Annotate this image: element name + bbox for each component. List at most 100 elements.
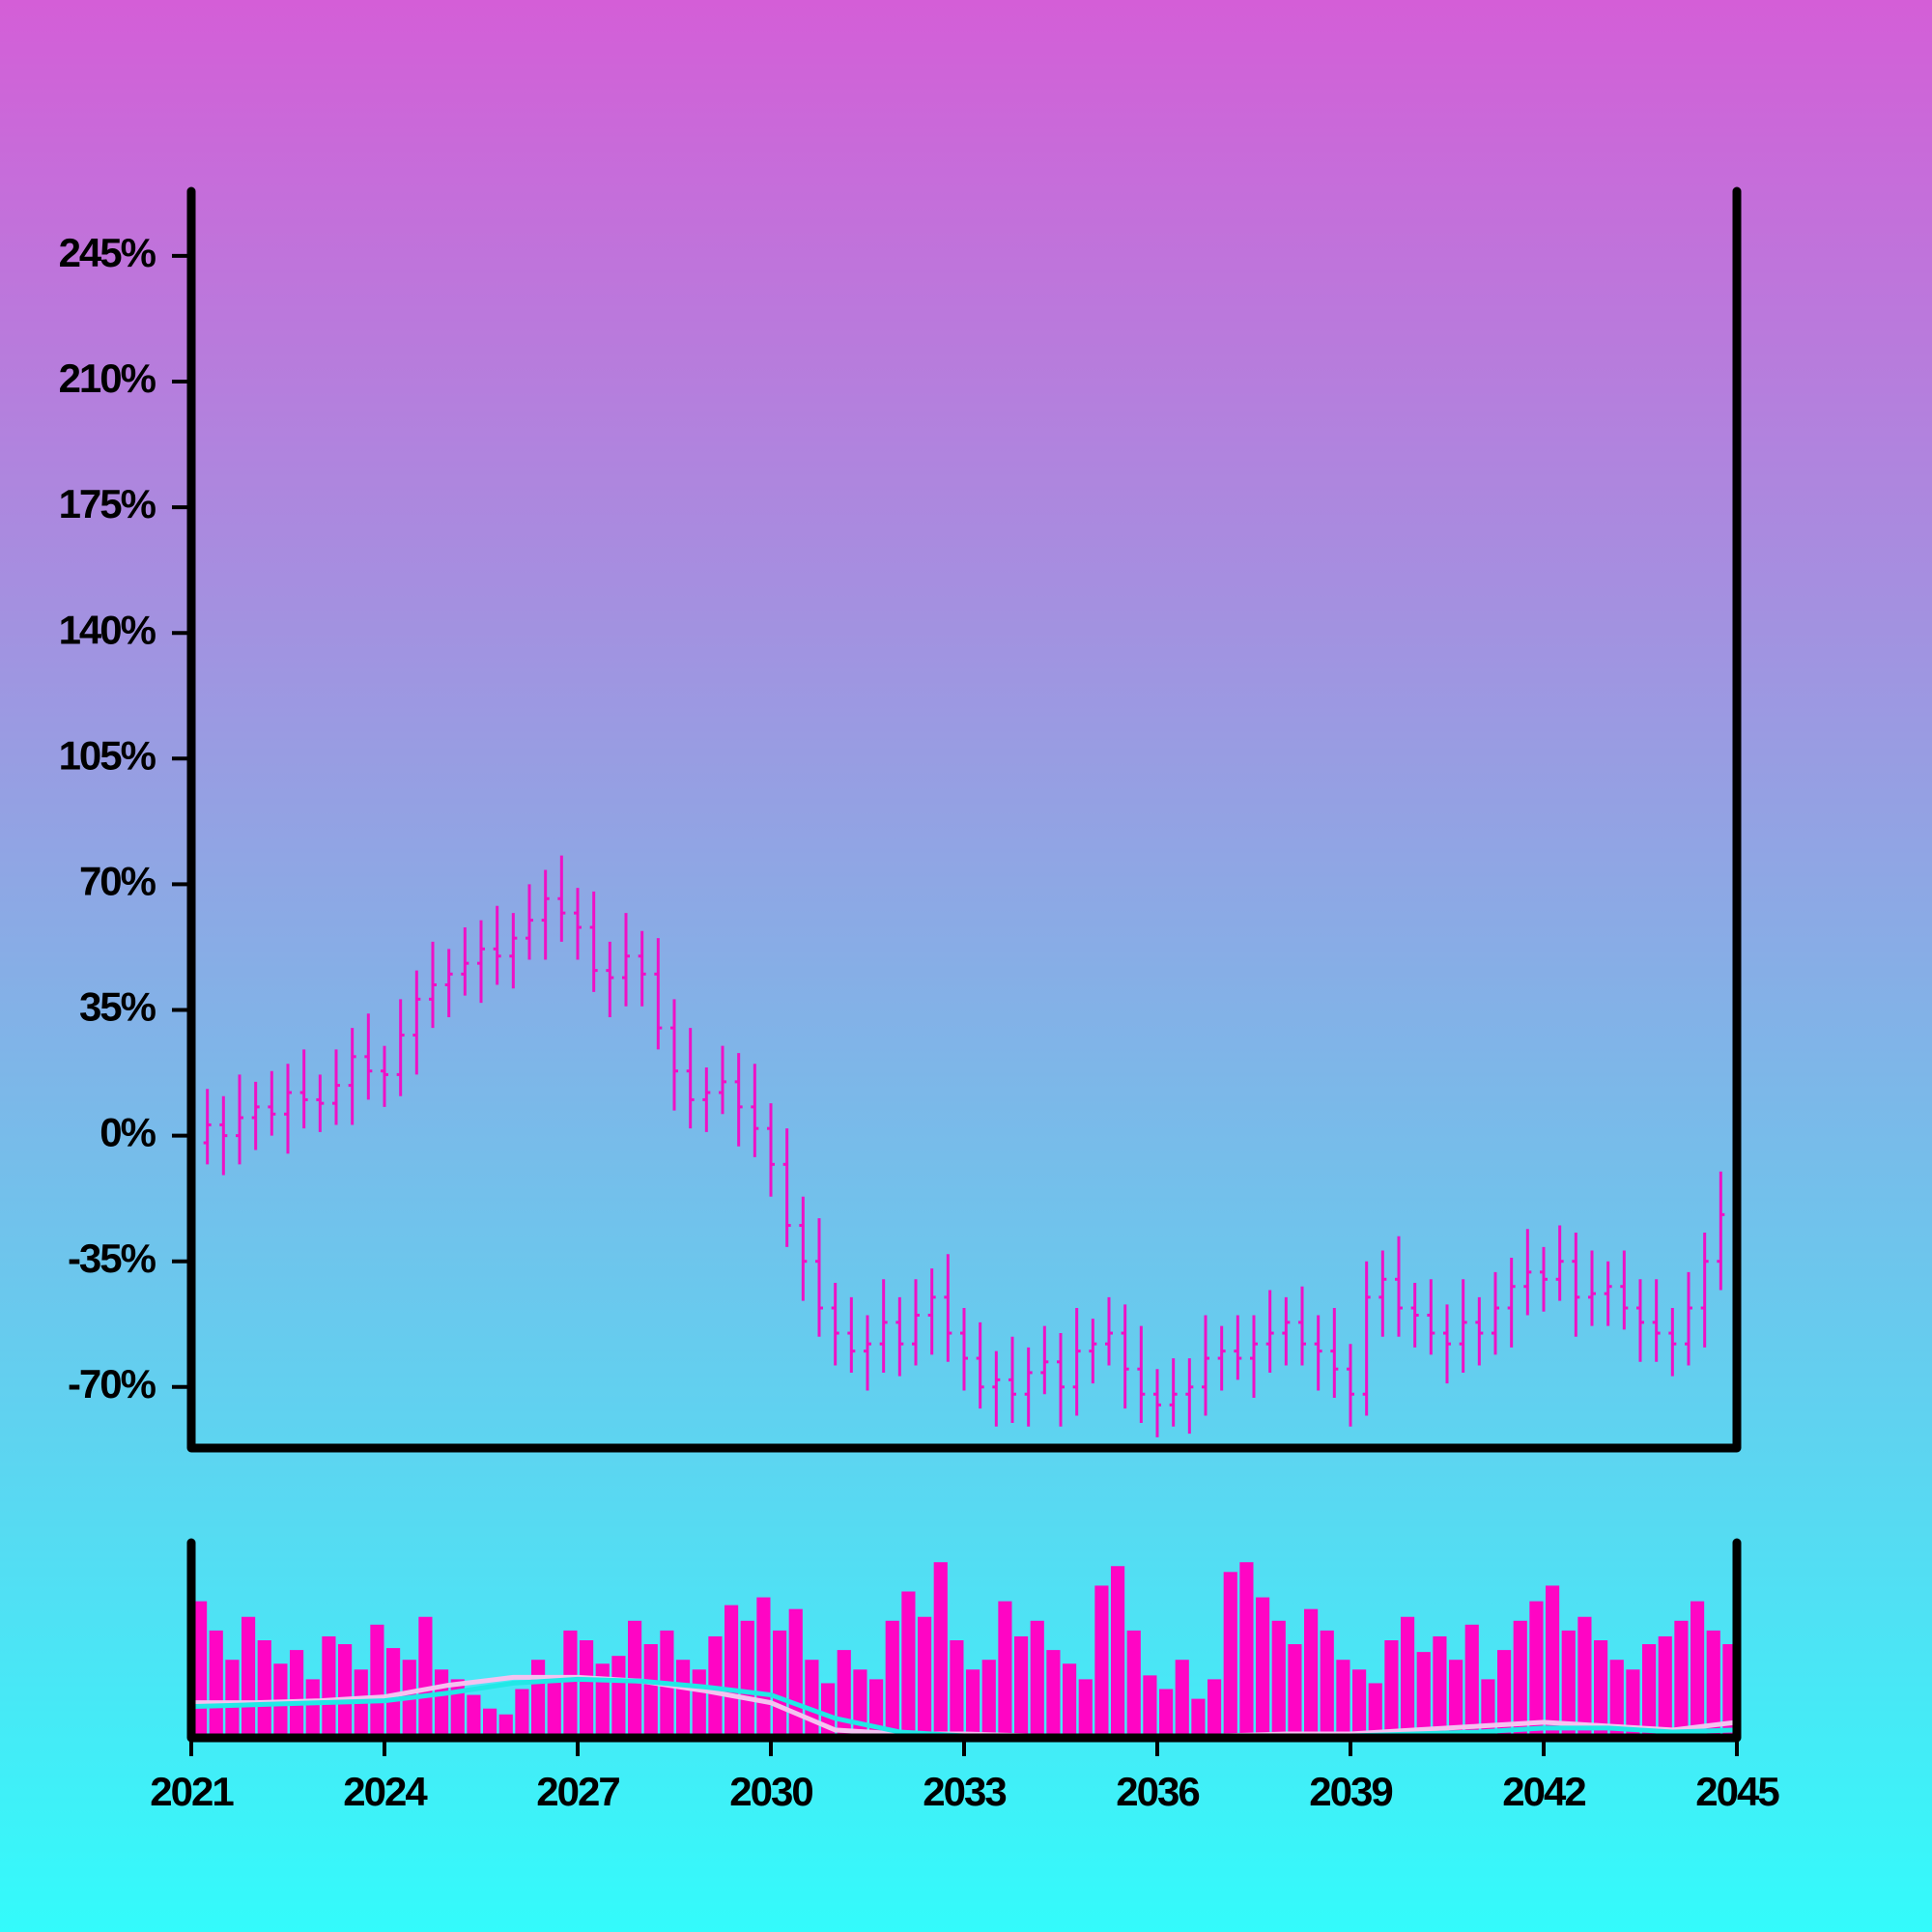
volume-bar bbox=[1271, 1620, 1286, 1738]
y-tick-label: 210% bbox=[59, 355, 156, 401]
volume-bar bbox=[1561, 1630, 1576, 1738]
volume-bar bbox=[981, 1660, 996, 1738]
volume-bar bbox=[1464, 1624, 1479, 1738]
volume-bar bbox=[1239, 1562, 1254, 1738]
x-tick-label: 2027 bbox=[536, 1769, 619, 1814]
volume-bar bbox=[1384, 1640, 1399, 1738]
price-frame bbox=[186, 186, 1742, 1453]
volume-bar bbox=[547, 1675, 561, 1738]
volume-bar bbox=[1401, 1616, 1415, 1738]
volume-bar bbox=[966, 1669, 980, 1738]
y-tick-label: -35% bbox=[68, 1236, 156, 1281]
volume-bar bbox=[643, 1644, 658, 1738]
volume-bar bbox=[1609, 1660, 1624, 1738]
volume-bar bbox=[1674, 1620, 1689, 1738]
volume-bar bbox=[1256, 1597, 1270, 1738]
volume-bar bbox=[595, 1663, 610, 1738]
volume-bar bbox=[1208, 1679, 1222, 1738]
y-tick-label: 0% bbox=[99, 1110, 156, 1155]
volume-bar bbox=[918, 1616, 932, 1738]
volume-bar bbox=[515, 1689, 529, 1738]
volume-bar bbox=[290, 1650, 304, 1738]
volume-bar bbox=[1433, 1635, 1447, 1738]
volume-bar bbox=[1658, 1635, 1672, 1738]
y-tick-label: -70% bbox=[68, 1361, 156, 1406]
x-tick-label: 2042 bbox=[1502, 1769, 1585, 1814]
volume-bar bbox=[1030, 1620, 1044, 1738]
volume-bar bbox=[1336, 1660, 1350, 1738]
volume-bar bbox=[225, 1660, 240, 1738]
volume-bar bbox=[1288, 1644, 1302, 1738]
volume-bar bbox=[805, 1660, 819, 1738]
volume-bar bbox=[773, 1630, 787, 1738]
volume-bar bbox=[1546, 1585, 1560, 1738]
y-tick-label: 245% bbox=[59, 230, 156, 275]
volume-bar bbox=[1577, 1616, 1592, 1738]
y-tick-label: 35% bbox=[79, 984, 156, 1030]
volume-bar bbox=[1111, 1566, 1125, 1738]
x-tick-label: 2036 bbox=[1116, 1769, 1199, 1814]
volume-bar bbox=[338, 1644, 353, 1738]
volume-bar bbox=[869, 1679, 884, 1738]
volume-bar bbox=[611, 1656, 626, 1738]
frame bbox=[186, 186, 1742, 1743]
volume-bar bbox=[467, 1694, 481, 1738]
y-tick-label: 175% bbox=[59, 481, 156, 526]
x-tick-label: 2033 bbox=[923, 1769, 1006, 1814]
volume-bar bbox=[692, 1669, 706, 1738]
volume-bar bbox=[580, 1640, 594, 1738]
volume-bar bbox=[676, 1660, 691, 1738]
volume-bar bbox=[1143, 1675, 1157, 1738]
volume-bar bbox=[1094, 1585, 1109, 1738]
volume-bar bbox=[1449, 1660, 1463, 1738]
volume-bar bbox=[740, 1620, 754, 1738]
volume-bar bbox=[483, 1708, 497, 1738]
volume-bar bbox=[242, 1616, 256, 1738]
volume-bar bbox=[1304, 1608, 1319, 1738]
volume-bar bbox=[498, 1714, 513, 1738]
volume-bar bbox=[1046, 1650, 1061, 1738]
volume-bar bbox=[933, 1562, 948, 1738]
x-tick-label: 2021 bbox=[150, 1769, 234, 1814]
volume-bar bbox=[257, 1640, 271, 1738]
volume-bar bbox=[1594, 1640, 1608, 1738]
volume-bar bbox=[1159, 1689, 1174, 1738]
volume-bar bbox=[1175, 1660, 1189, 1738]
y-tick-label: 70% bbox=[79, 859, 156, 904]
volume-bar bbox=[435, 1669, 449, 1738]
volume-plot bbox=[190, 1562, 1738, 1741]
volume-bar bbox=[563, 1630, 578, 1738]
volume-bar bbox=[322, 1635, 336, 1738]
volume-bar bbox=[1529, 1601, 1544, 1738]
volume-bar bbox=[1223, 1572, 1237, 1738]
volume-bar bbox=[1497, 1650, 1512, 1738]
volume-bar bbox=[885, 1620, 899, 1738]
volume-bar bbox=[901, 1591, 916, 1738]
x-tick-label: 2030 bbox=[729, 1769, 812, 1814]
y-tick-label: 105% bbox=[59, 732, 156, 778]
y-tick-label: 140% bbox=[59, 607, 156, 652]
volume-bar bbox=[1368, 1683, 1382, 1738]
volume-bar bbox=[1126, 1630, 1141, 1738]
volume-bar bbox=[1078, 1679, 1093, 1738]
volume-bar bbox=[724, 1605, 739, 1738]
volume-bar bbox=[450, 1679, 465, 1738]
volume-bar bbox=[209, 1630, 223, 1738]
volume-bar bbox=[788, 1608, 803, 1738]
x-tick-label: 2045 bbox=[1695, 1769, 1779, 1814]
volume-bar bbox=[1626, 1669, 1640, 1738]
volume-bar bbox=[1320, 1630, 1334, 1738]
volume-bar bbox=[1063, 1663, 1077, 1738]
volume-bar bbox=[756, 1597, 771, 1738]
volume-bar bbox=[1706, 1630, 1720, 1738]
volume-bar bbox=[1191, 1698, 1206, 1738]
volume-bar bbox=[1014, 1635, 1029, 1738]
volume-bar bbox=[853, 1669, 867, 1738]
x-tick-label: 2039 bbox=[1309, 1769, 1392, 1814]
volume-bar bbox=[305, 1679, 320, 1738]
volume-bar bbox=[1416, 1652, 1431, 1738]
volume-bar bbox=[950, 1640, 964, 1738]
volume-bar bbox=[837, 1650, 851, 1738]
price-plot bbox=[191, 855, 1725, 1437]
